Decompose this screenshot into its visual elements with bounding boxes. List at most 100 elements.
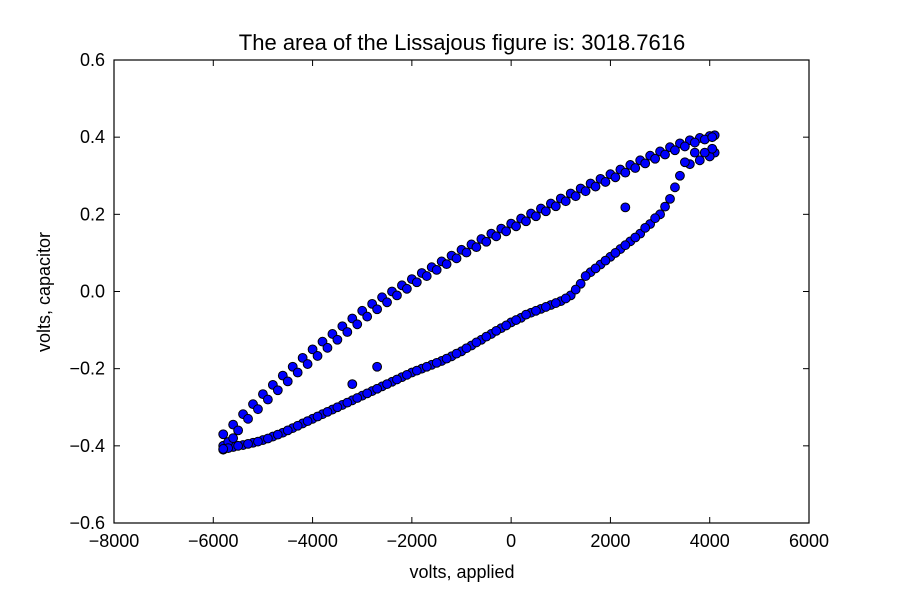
- data-point: [352, 393, 363, 403]
- data-point: [521, 216, 531, 227]
- data-point: [670, 182, 680, 193]
- data-point: [411, 365, 422, 376]
- data-point: [640, 158, 651, 169]
- plot-area-frame: [113, 59, 810, 524]
- x-tick-label: −2000: [387, 531, 438, 551]
- data-point: [262, 433, 273, 444]
- data-point: [218, 429, 229, 440]
- data-point: [401, 283, 412, 294]
- data-point: [392, 290, 402, 301]
- data-point: [699, 147, 710, 158]
- data-point: [471, 242, 482, 253]
- data-point: [620, 202, 631, 213]
- data-point: [540, 206, 551, 217]
- data-point: [600, 177, 611, 187]
- data-point: [352, 319, 363, 330]
- data-point: [660, 201, 670, 212]
- data-point: [262, 394, 273, 405]
- data-point: [233, 425, 244, 436]
- data-point: [590, 181, 601, 192]
- data-point: [461, 343, 472, 354]
- data-point: [362, 388, 373, 399]
- data-point: [707, 143, 718, 154]
- data-point: [322, 342, 333, 353]
- data-point: [347, 379, 358, 390]
- data-point: [630, 163, 641, 173]
- data-point: [610, 248, 621, 258]
- data-point: [282, 376, 293, 387]
- data-point: [401, 369, 412, 380]
- data-point: [292, 367, 303, 378]
- y-axis-label: volts, capacitor: [34, 232, 54, 352]
- data-point: [471, 337, 482, 348]
- x-axis-label: volts, applied: [409, 562, 514, 582]
- data-point: [694, 155, 705, 166]
- data-point: [511, 221, 522, 232]
- y-tick-label: 0.2: [80, 204, 105, 224]
- y-tick-label: 0.6: [80, 50, 105, 70]
- x-tick-label: −4000: [287, 531, 338, 551]
- x-axis-ticks: −8000 −6000 −4000 −2000 0 2000 4000 6000: [89, 60, 829, 551]
- data-point: [372, 361, 383, 372]
- data-point: [550, 201, 561, 212]
- chart-title: The area of the Lissajous figure is: 301…: [239, 30, 685, 55]
- data-point: [302, 359, 313, 369]
- data-point: [382, 379, 392, 390]
- x-tick-label: 4000: [690, 531, 730, 551]
- data-point: [431, 264, 442, 275]
- y-tick-label: −0.6: [69, 513, 105, 533]
- data-point: [550, 298, 561, 308]
- data-point: [272, 385, 283, 396]
- data-point: [640, 222, 651, 233]
- data-point: [421, 361, 432, 372]
- data-point: [650, 213, 661, 224]
- data-point: [689, 147, 700, 158]
- data-point: [342, 397, 353, 408]
- data-point: [620, 240, 631, 251]
- data-point: [372, 304, 383, 315]
- data-point: [312, 351, 323, 361]
- data-point: [491, 231, 502, 242]
- data-point: [332, 402, 343, 413]
- data-point: [689, 137, 700, 148]
- data-point: [461, 247, 472, 258]
- data-point: [243, 413, 253, 424]
- data-point: [481, 331, 492, 342]
- data-point: [501, 226, 512, 237]
- data-point: [560, 196, 571, 207]
- y-tick-label: −0.4: [69, 436, 105, 456]
- scatter-points: [218, 130, 720, 455]
- data-point: [600, 255, 611, 266]
- data-point: [228, 433, 239, 444]
- data-point: [392, 374, 402, 385]
- data-point: [342, 327, 353, 337]
- data-point: [590, 263, 601, 274]
- y-tick-label: −0.2: [69, 359, 105, 379]
- data-point: [332, 334, 343, 345]
- data-point: [307, 344, 318, 355]
- data-point: [382, 297, 392, 308]
- data-point: [570, 284, 581, 295]
- data-point: [675, 170, 685, 181]
- y-tick-label: 0.4: [80, 127, 105, 147]
- data-point: [312, 411, 323, 422]
- data-point: [441, 353, 452, 364]
- x-tick-label: 2000: [590, 531, 630, 551]
- data-point: [570, 191, 581, 202]
- data-point: [650, 153, 661, 164]
- data-point: [560, 293, 571, 304]
- data-point: [707, 132, 718, 143]
- data-point: [218, 444, 229, 454]
- x-tick-label: −8000: [89, 531, 140, 551]
- data-point: [511, 315, 522, 325]
- data-point: [451, 348, 462, 359]
- data-point: [501, 320, 512, 331]
- data-point: [451, 253, 462, 264]
- data-point: [679, 157, 690, 168]
- data-point: [580, 186, 591, 197]
- data-point: [411, 277, 422, 288]
- x-tick-label: −6000: [188, 531, 239, 551]
- data-point: [282, 425, 293, 436]
- data-point: [253, 436, 263, 447]
